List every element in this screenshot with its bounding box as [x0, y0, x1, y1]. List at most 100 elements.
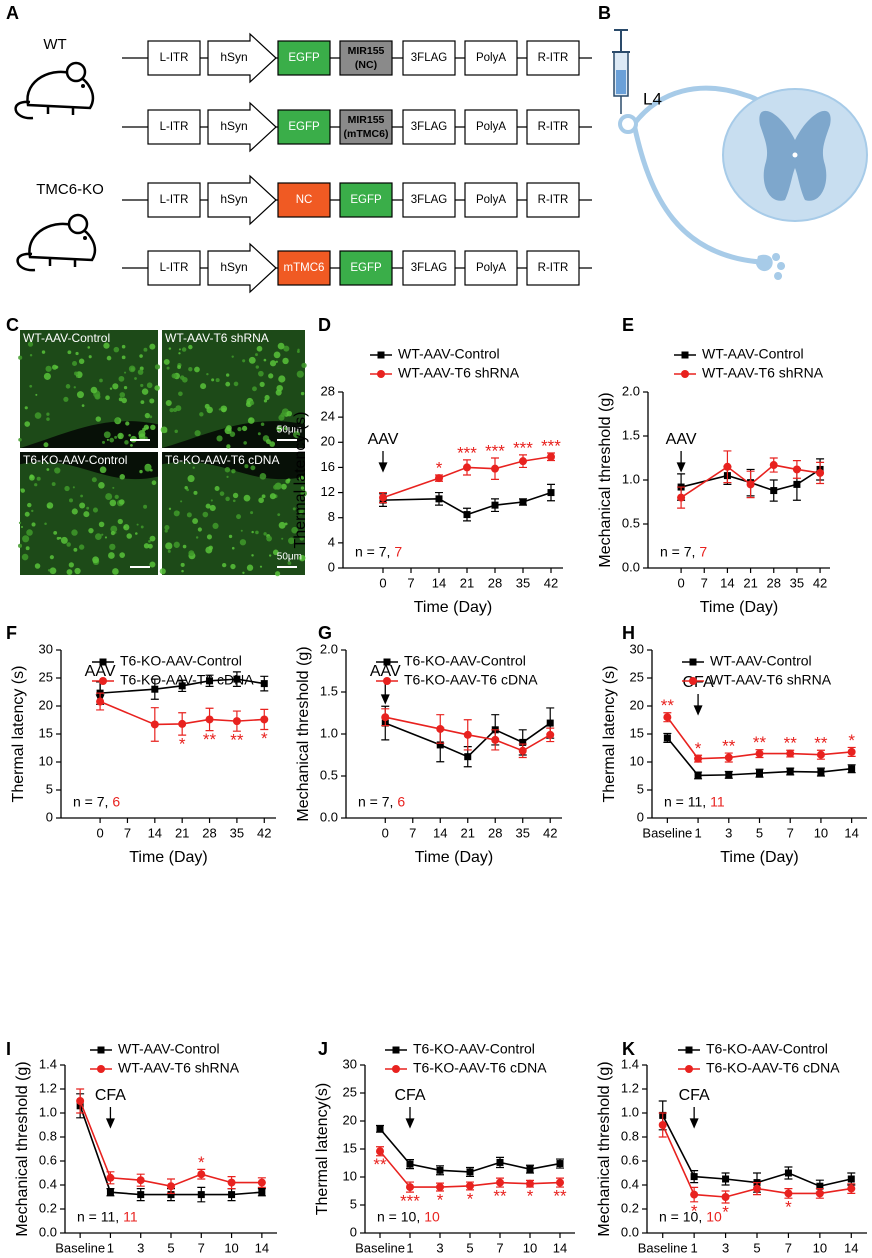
- x-tick-label: 21: [461, 825, 475, 840]
- element-label: L-ITR: [160, 262, 189, 274]
- element-label: L-ITR: [160, 52, 189, 64]
- x-tick-label: 28: [767, 575, 781, 590]
- cell: [46, 417, 50, 421]
- marker: [786, 749, 795, 758]
- element-label: MIR155: [348, 45, 385, 57]
- cell: [143, 347, 148, 352]
- marker: [491, 464, 499, 473]
- cell: [296, 350, 300, 354]
- annotation: CFA: [394, 1087, 425, 1104]
- x-tick-label: 7: [409, 825, 416, 840]
- cell: [128, 433, 131, 437]
- cell: [300, 490, 307, 497]
- cell: [110, 525, 118, 533]
- cell: [258, 497, 264, 504]
- cell: [80, 494, 83, 498]
- cell: [259, 472, 267, 480]
- marker: [658, 1121, 667, 1129]
- cell: [143, 504, 148, 509]
- y-axis-label: Thermal latency (s): [10, 666, 27, 803]
- cell: [261, 494, 266, 499]
- cell: [154, 364, 161, 370]
- y-axis-label: Mechanical threshold (g): [14, 1061, 31, 1236]
- cell: [231, 546, 235, 550]
- cell: [21, 553, 29, 561]
- element-box: [277, 109, 331, 145]
- cell: [101, 533, 104, 536]
- legend-label: WT-AAV-Control: [118, 1041, 220, 1057]
- panel-letter: K: [622, 1039, 635, 1059]
- marker: [518, 746, 527, 755]
- cell: [265, 439, 271, 445]
- element-box: [147, 109, 201, 145]
- element-label: PolyA: [476, 52, 506, 64]
- y-tick-label: 2.0: [622, 383, 640, 398]
- legend-marker: [377, 370, 385, 378]
- marker: [526, 1179, 534, 1188]
- x-tick-label: 5: [753, 1240, 760, 1255]
- cell: [206, 534, 212, 540]
- marker: [816, 750, 825, 759]
- significance: **: [784, 734, 798, 753]
- cell: [20, 526, 24, 529]
- cell: [95, 416, 102, 422]
- annotation-arrow: [693, 694, 703, 716]
- cell: [286, 410, 293, 417]
- element-box: [402, 182, 456, 218]
- cell: [268, 554, 272, 557]
- cell: [236, 514, 242, 520]
- legend-label: T6-KO-AAV-Control: [404, 653, 526, 669]
- annotation: AAV: [85, 663, 116, 680]
- significance: **: [722, 737, 736, 756]
- x-tick-label: 0: [379, 575, 386, 590]
- cell: [298, 554, 306, 562]
- y-tick-label: 0.0: [621, 1224, 639, 1239]
- cell: [257, 432, 261, 436]
- cell: [246, 564, 254, 571]
- y-axis-label: Thermal latency (s): [292, 412, 309, 549]
- y-tick-label: 30: [39, 641, 53, 656]
- y-tick-label: 0.4: [39, 1176, 57, 1191]
- marker: [197, 1170, 206, 1179]
- cell: [43, 372, 51, 380]
- cell: [109, 387, 113, 390]
- y-tick-label: 4: [328, 534, 335, 549]
- marker: [381, 713, 390, 722]
- marker: [724, 753, 733, 762]
- significance: *: [695, 739, 702, 758]
- legend-marker: [97, 1046, 105, 1054]
- y-tick-label: 20: [343, 1112, 357, 1127]
- marker: [137, 1191, 145, 1199]
- cell: [22, 535, 30, 543]
- cell: [46, 502, 54, 509]
- panel-letter: B: [598, 3, 611, 23]
- cell: [275, 389, 282, 396]
- marker: [556, 1178, 564, 1187]
- significance: *: [848, 731, 855, 750]
- cell: [178, 348, 181, 351]
- legend-label: T6-KO-AAV-Control: [120, 653, 242, 669]
- x-tick-label: 3: [436, 1240, 443, 1255]
- y-tick-label: 1.0: [622, 471, 640, 486]
- cell: [206, 406, 213, 414]
- series-line: [99, 700, 265, 726]
- marker: [466, 1168, 474, 1176]
- marker: [197, 1191, 205, 1199]
- y-tick-label: 1.0: [621, 1104, 639, 1119]
- y-tick-label: 0.2: [621, 1200, 639, 1215]
- x-tick-label: Baseline: [638, 1240, 688, 1255]
- marker: [435, 495, 443, 503]
- cell: [220, 405, 228, 413]
- cell: [186, 512, 192, 518]
- cell: [242, 571, 245, 574]
- cell: [169, 407, 174, 413]
- cell: [184, 486, 188, 490]
- cell: [27, 502, 32, 508]
- cell: [25, 546, 30, 551]
- cell: [67, 350, 72, 355]
- x-tick-label: 14: [433, 825, 447, 840]
- series-line: [680, 468, 821, 492]
- legend-label: T6-KO-AAV-T6 cDNA: [404, 672, 538, 688]
- cell: [268, 373, 274, 379]
- legend-marker: [383, 658, 391, 666]
